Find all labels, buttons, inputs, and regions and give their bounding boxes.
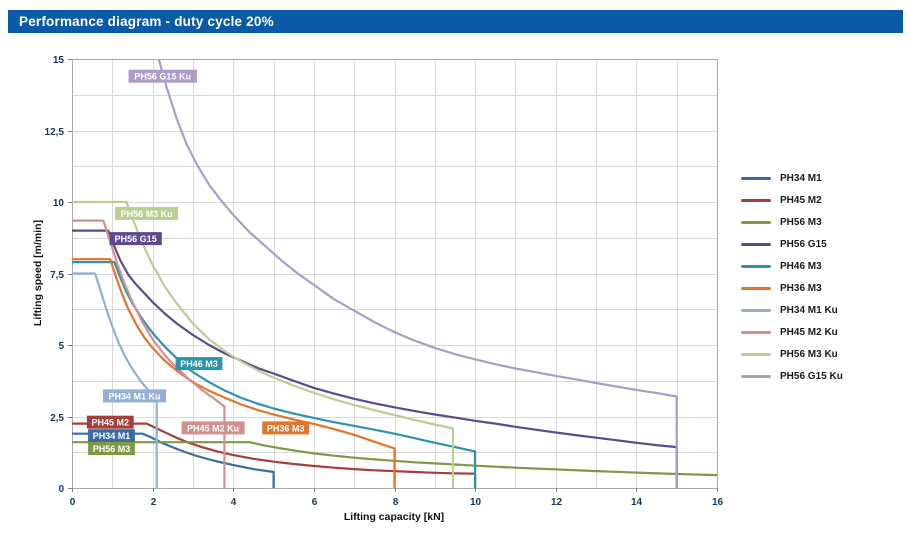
- legend-label: PH56 G15 Ku: [780, 370, 843, 382]
- y-tick-label: 0: [58, 484, 64, 495]
- x-tick-label: 0: [70, 497, 76, 508]
- x-tick-label: 4: [231, 497, 237, 508]
- legend-label: PH36 M3: [780, 282, 822, 294]
- series-ph56-m3-ku: [72, 200, 455, 488]
- x-tick-label: 8: [393, 497, 399, 508]
- legend-item-ph56-g15: PH56 G15: [741, 233, 843, 255]
- legend-swatch: [741, 220, 771, 224]
- legend-label: PH34 M1 Ku: [780, 304, 838, 316]
- series-ph56-m3: [72, 441, 718, 477]
- page-title: Performance diagram - duty cycle 20%: [19, 14, 274, 29]
- legend-swatch: [741, 308, 771, 312]
- series-ph36-m3: [72, 258, 396, 488]
- curve-label-ph34-m1-ku: PH34 M1 Ku: [108, 391, 160, 401]
- legend-label: PH46 M3: [780, 260, 822, 272]
- curve-label-box-ph56-g15: [109, 232, 162, 246]
- curve-label-box-ph46-m3: [175, 357, 223, 371]
- curve-label-ph56-m3: PH56 M3: [93, 444, 131, 454]
- x-tick-label: 16: [712, 497, 724, 508]
- curve-label-box-ph36-m3: [262, 421, 310, 435]
- curve-label-box-ph45-m2: [86, 415, 134, 429]
- series-ph56-g15: [72, 229, 678, 488]
- x-tick-label: 2: [151, 497, 157, 508]
- curve-label-ph56-m3-ku: PH56 M3 Ku: [121, 209, 173, 219]
- y-tick-label: 5: [58, 341, 64, 352]
- x-tick-label: 10: [470, 497, 482, 508]
- legend-swatch: [741, 330, 771, 334]
- legend-swatch: [741, 352, 771, 356]
- curve-label-box-ph45-m2-ku: [181, 421, 245, 435]
- series-ph45-m2-ku: [72, 219, 226, 488]
- legend-swatch: [741, 176, 771, 180]
- legend-label: PH34 M1: [780, 172, 822, 184]
- y-tick-label: 7,5: [50, 270, 64, 281]
- legend-swatch: [741, 374, 771, 378]
- legend-item-ph56-m3: PH56 M3: [741, 211, 843, 233]
- curve-label-box-ph34-m1: [88, 429, 135, 443]
- legend-swatch: [741, 286, 771, 290]
- curve-label-box-ph56-m3: [88, 442, 135, 455]
- legend: PH34 M1 PH45 M2 PH56 M3 PH56 G15 PH46 M3 PH36…: [741, 167, 843, 387]
- legend-label: PH56 M3: [780, 216, 822, 228]
- x-tick-label: 12: [551, 497, 563, 508]
- curve-label-ph46-m3: PH46 M3: [180, 359, 218, 369]
- series-ph34-m1-ku: [72, 272, 158, 488]
- legend-label: PH56 M3 Ku: [780, 348, 838, 360]
- curve-label-ph56-g15-ku: PH56 G15 Ku: [134, 72, 191, 82]
- legend-item-ph46-m3: PH46 M3: [741, 255, 843, 277]
- legend-item-ph34-m1: PH34 M1: [741, 167, 843, 189]
- curve-label-ph45-m2-ku: PH45 M2 Ku: [187, 423, 239, 433]
- legend-item-ph56-g15-ku: PH56 G15 Ku: [741, 365, 843, 387]
- curve-label-ph56-g15: PH56 G15: [115, 234, 157, 244]
- y-tick-label: 15: [53, 55, 65, 66]
- y-tick-label: 12,5: [45, 127, 65, 138]
- curve-label-ph34-m1: PH34 M1: [93, 431, 131, 441]
- series-ph56-g15-ku: [157, 58, 678, 488]
- legend-item-ph45-m2: PH45 M2: [741, 189, 843, 211]
- x-axis-title: Lifting capacity [kN]: [343, 511, 445, 523]
- curve-label-ph36-m3: PH36 M3: [267, 423, 305, 433]
- series-ph34-m1: [72, 432, 275, 488]
- y-tick-label: 10: [53, 198, 65, 209]
- legend-swatch: [741, 264, 771, 268]
- legend-item-ph45-m2-ku: PH45 M2 Ku: [741, 321, 843, 343]
- legend-item-ph36-m3: PH36 M3: [741, 277, 843, 299]
- legend-item-ph34-m1-ku: PH34 M1 Ku: [741, 299, 843, 321]
- legend-label: PH45 M2: [780, 194, 822, 206]
- legend-item-ph56-m3-ku: PH56 M3 Ku: [741, 343, 843, 365]
- y-tick-label: 2,5: [50, 413, 64, 424]
- title-bar: Performance diagram - duty cycle 20%: [8, 10, 903, 33]
- legend-swatch: [741, 242, 771, 246]
- series-ph45-m2: [72, 422, 477, 488]
- curve-label-box-ph56-m3-ku: [115, 206, 179, 220]
- x-tick-label: 6: [312, 497, 318, 508]
- curve-label-box-ph56-g15-ku: [128, 69, 197, 83]
- legend-label: PH45 M2 Ku: [780, 326, 838, 338]
- curve-label-ph45-m2: PH45 M2: [92, 418, 130, 428]
- x-tick-label: 14: [631, 497, 643, 508]
- y-axis-title: Lifting speed [m/min]: [32, 219, 44, 327]
- legend-label: PH56 G15: [780, 238, 827, 250]
- legend-swatch: [741, 198, 771, 202]
- curve-label-box-ph34-m1-ku: [103, 389, 166, 403]
